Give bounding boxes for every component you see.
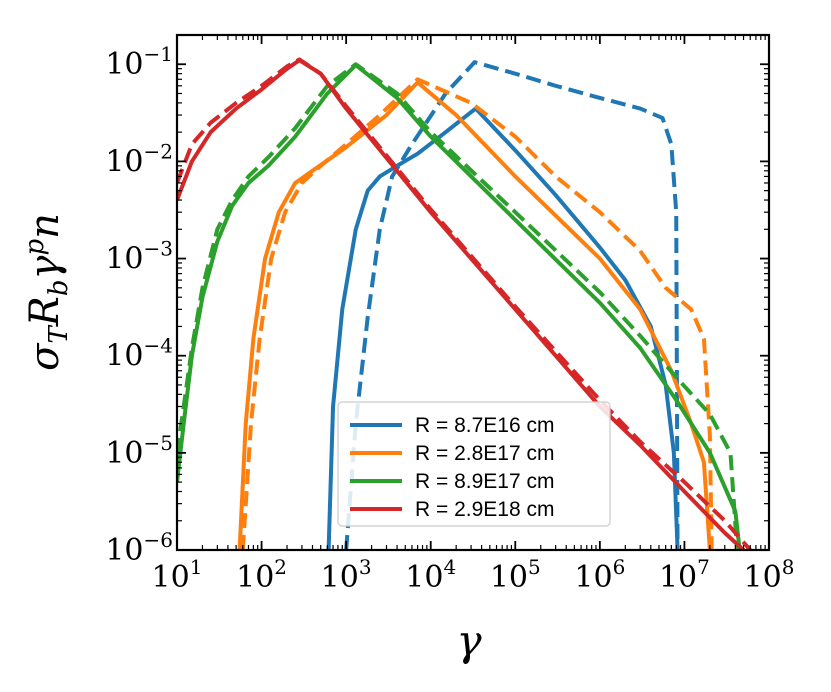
y-tick-label: 10−5 — [105, 431, 173, 471]
x-tick-label: 105 — [490, 555, 541, 595]
plot-frame — [175, 33, 771, 552]
y-label-sub-t: T — [44, 325, 74, 344]
legend-label-3: R = 8.9E17 cm — [415, 470, 554, 493]
y-tick-label: 10−6 — [105, 528, 173, 568]
series-1-dashed-line — [344, 60, 680, 550]
x-axis-label: γ — [456, 616, 482, 665]
x-tick-label: 102 — [236, 555, 287, 595]
x-tick-label: 108 — [744, 555, 795, 595]
legend-label-1: R = 8.7E16 cm — [415, 414, 554, 437]
x-tick-label: 103 — [321, 555, 372, 595]
y-label-gamma: γ — [22, 255, 68, 279]
x-tick-label: 106 — [574, 555, 625, 595]
x-tick-label: 104 — [405, 555, 456, 595]
y-label-sigma: σ — [22, 342, 68, 371]
y-axis-label: σTRbγpn — [20, 213, 74, 371]
x-tick-label: 101 — [152, 555, 203, 595]
x-tick-labels: 101 102 103 104 105 106 107 108 — [152, 555, 795, 595]
y-tick-label: 10−4 — [105, 334, 173, 374]
y-label-n: n — [22, 213, 68, 239]
y-tick-label: 10−2 — [105, 139, 173, 179]
x-tick-label: 107 — [659, 555, 710, 595]
y-tick-label: 10−1 — [105, 42, 173, 82]
legend-label-2: R = 2.8E17 cm — [415, 442, 554, 465]
series-2-dashed-line — [240, 77, 714, 550]
series-layer — [177, 57, 752, 550]
legend: R = 8.7E16 cm R = 2.8E17 cm R = 8.9E17 c… — [337, 401, 611, 527]
y-label-sub-b: b — [44, 279, 74, 296]
legend-box — [337, 401, 611, 527]
y-tick-labels: 10−6 10−5 10−4 10−3 10−2 10−1 — [105, 42, 173, 568]
y-label-sup-p: p — [20, 239, 50, 256]
series-2-solid-line — [237, 80, 712, 550]
legend-label-4: R = 2.9E18 cm — [415, 498, 554, 521]
series-3-solid-line — [177, 63, 742, 550]
y-tick-label: 10−3 — [105, 237, 173, 277]
y-label-r: R — [22, 296, 68, 327]
series-3-dashed-line — [177, 62, 740, 550]
series-4-solid-line — [177, 58, 745, 550]
